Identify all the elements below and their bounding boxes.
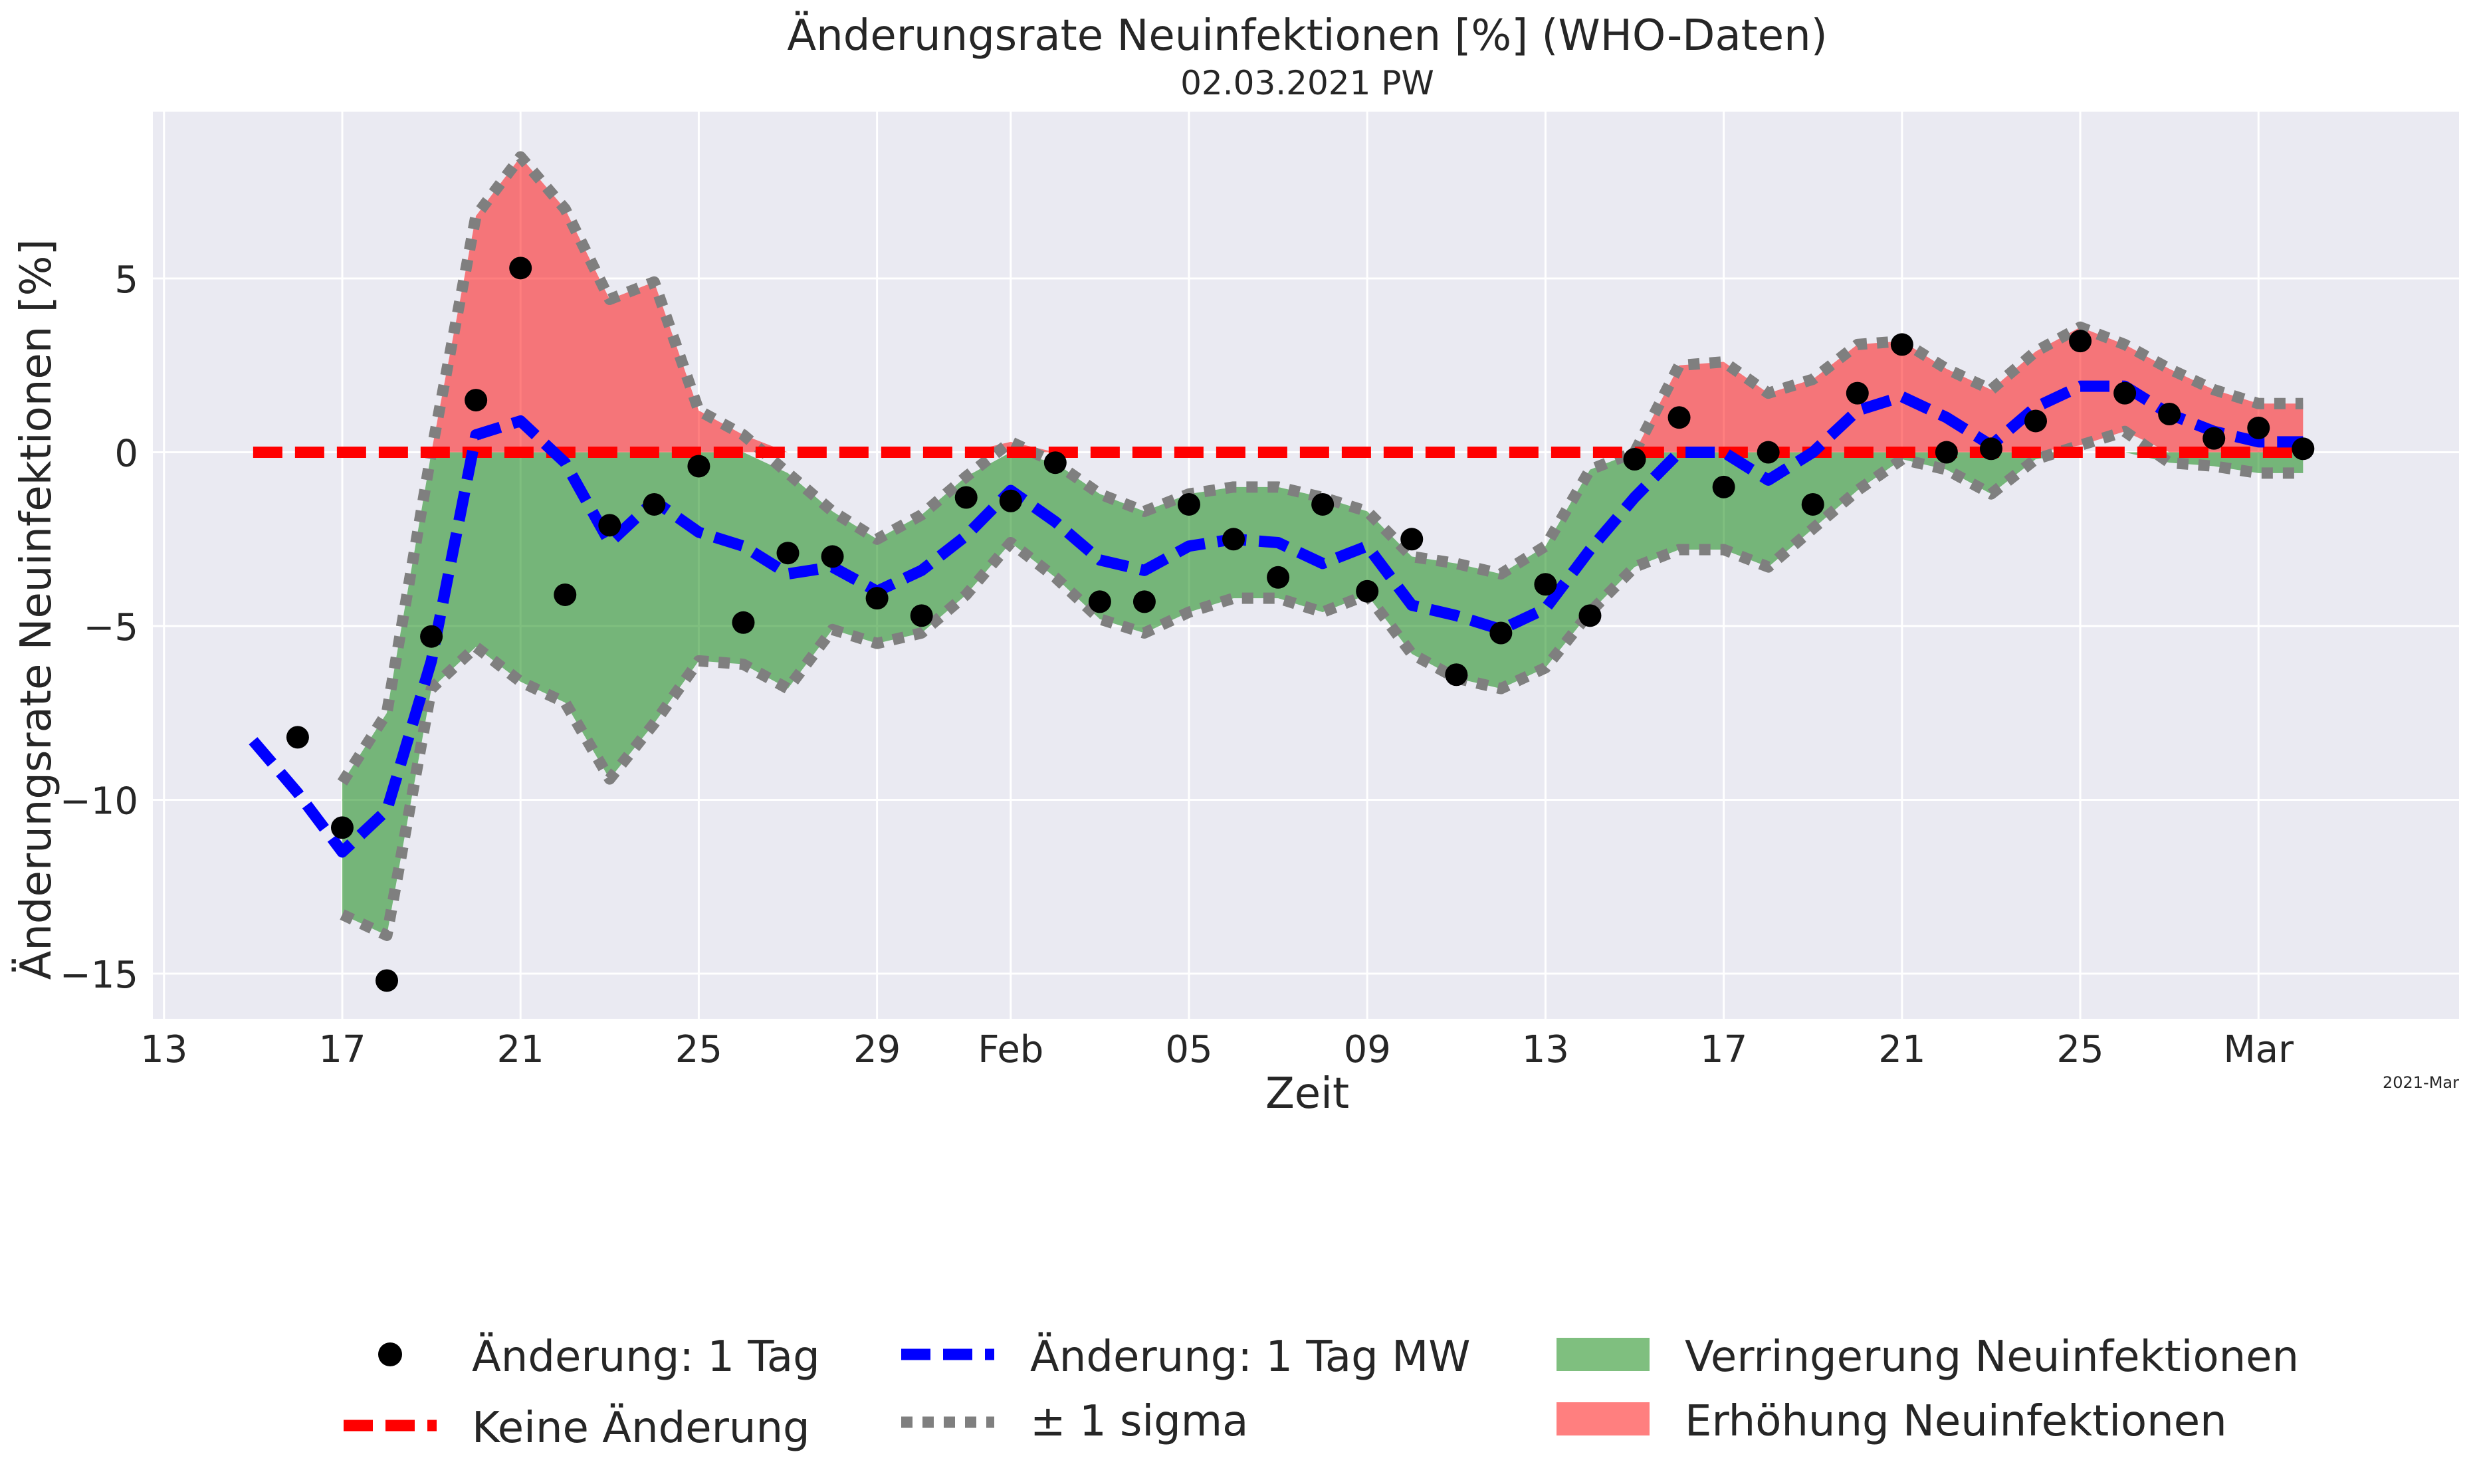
data-point bbox=[1445, 663, 1468, 687]
legend-label-mean: Änderung: 1 Tag MW bbox=[1030, 1332, 1471, 1382]
data-point bbox=[1356, 580, 1379, 603]
x-tick-label: 25 bbox=[675, 1028, 722, 1071]
x-tick-label: 25 bbox=[2056, 1028, 2103, 1071]
data-point bbox=[330, 816, 354, 839]
sigma-upper-line bbox=[337, 151, 2304, 786]
legend-label-points: Änderung: 1 Tag bbox=[472, 1332, 820, 1382]
sigma-lower-line bbox=[340, 425, 2304, 941]
legend-entry-decrease: Verringerung Neuinfektionen bbox=[1557, 1332, 2299, 1382]
x-tick-label: 17 bbox=[318, 1028, 366, 1071]
legend-entry-mean: Änderung: 1 Tag MW bbox=[901, 1332, 1471, 1382]
data-point bbox=[2292, 437, 2315, 461]
data-point bbox=[509, 257, 532, 280]
legend: Änderung: 1 Tag Keine Änderung Änderung:… bbox=[344, 1332, 2299, 1453]
data-point bbox=[598, 514, 621, 537]
data-point bbox=[910, 604, 933, 627]
data-point bbox=[1667, 406, 1691, 429]
data-point bbox=[732, 611, 755, 634]
legend-entry-points: Änderung: 1 Tag bbox=[378, 1332, 820, 1382]
x-tick-label: 21 bbox=[1878, 1028, 1925, 1071]
data-point bbox=[1801, 492, 1824, 516]
data-point bbox=[999, 489, 1022, 512]
data-point bbox=[1979, 437, 2002, 461]
legend-label-decrease: Verringerung Neuinfektionen bbox=[1685, 1332, 2299, 1382]
data-point bbox=[1043, 451, 1067, 475]
data-point bbox=[821, 545, 844, 568]
x-tick-label: 13 bbox=[140, 1028, 187, 1071]
x-tick-label: 13 bbox=[1522, 1028, 1569, 1071]
x-tick-label: 21 bbox=[497, 1028, 544, 1071]
x-tick-label: Feb bbox=[978, 1028, 1043, 1071]
data-point bbox=[1846, 381, 1869, 405]
chart-subtitle: 02.03.2021 PW bbox=[1180, 64, 1434, 102]
x-tick-label: 29 bbox=[853, 1028, 901, 1071]
y-tick-label: −5 bbox=[83, 606, 138, 649]
y-tick-label: −10 bbox=[60, 780, 138, 823]
data-point bbox=[2247, 416, 2270, 439]
legend-swatch-decrease bbox=[1557, 1338, 1650, 1371]
legend-entry-sigma: ± 1 sigma bbox=[901, 1397, 1248, 1446]
data-point bbox=[286, 726, 309, 749]
increase-fill-area bbox=[342, 156, 2304, 453]
data-point bbox=[2158, 403, 2181, 425]
mean-line bbox=[249, 380, 2304, 858]
x-tick-label: 09 bbox=[1344, 1028, 1391, 1071]
data-point bbox=[2024, 409, 2047, 433]
legend-label-increase: Erhöhung Neuinfektionen bbox=[1685, 1397, 2227, 1446]
data-point bbox=[1712, 475, 1735, 498]
data-point bbox=[865, 587, 889, 610]
data-point bbox=[1267, 566, 1290, 589]
x-axis-label: Zeit bbox=[1265, 1069, 1349, 1118]
legend-entry-increase: Erhöhung Neuinfektionen bbox=[1557, 1397, 2227, 1446]
x-tick-label: Mar bbox=[2223, 1028, 2294, 1071]
x-tick-label: 17 bbox=[1700, 1028, 1747, 1071]
data-point bbox=[1132, 590, 1156, 613]
data-point bbox=[465, 389, 488, 412]
data-point bbox=[1311, 492, 1335, 516]
data-point bbox=[1177, 492, 1200, 516]
legend-label-zero: Keine Änderung bbox=[472, 1403, 810, 1453]
y-tick-label: 5 bbox=[114, 259, 138, 302]
data-point bbox=[2069, 330, 2092, 353]
x-tick-label: 05 bbox=[1165, 1028, 1212, 1071]
data-point bbox=[1489, 621, 1513, 645]
data-point bbox=[643, 492, 666, 516]
x-axis-offset-text: 2021-Mar bbox=[2383, 1073, 2459, 1092]
data-point bbox=[1623, 447, 1646, 471]
data-point bbox=[1534, 573, 1557, 596]
chart-title: Änderungsrate Neuinfektionen [%] (WHO-Da… bbox=[787, 11, 1827, 60]
data-point bbox=[1757, 441, 1780, 464]
y-tick-label: 0 bbox=[114, 433, 138, 476]
data-point bbox=[1222, 528, 1245, 551]
data-point bbox=[420, 625, 443, 648]
data-point bbox=[376, 969, 399, 992]
data-point bbox=[1890, 333, 1913, 356]
data-point bbox=[776, 542, 800, 565]
legend-entry-zero: Keine Änderung bbox=[344, 1403, 810, 1453]
data-point bbox=[2203, 427, 2226, 450]
data-point bbox=[1400, 528, 1424, 551]
y-tick-label: −15 bbox=[60, 954, 138, 997]
data-point bbox=[2113, 381, 2137, 405]
y-axis-label: Änderungsrate Neuinfektionen [%] bbox=[11, 239, 61, 980]
legend-swatch-points bbox=[378, 1342, 402, 1366]
data-point bbox=[1578, 604, 1602, 627]
data-point bbox=[554, 583, 577, 606]
data-point bbox=[1935, 441, 1958, 464]
data-point bbox=[1088, 590, 1111, 613]
data-point bbox=[954, 486, 978, 509]
legend-swatch-increase bbox=[1557, 1402, 1650, 1435]
data-point bbox=[687, 455, 710, 478]
legend-label-sigma: ± 1 sigma bbox=[1030, 1397, 1248, 1446]
